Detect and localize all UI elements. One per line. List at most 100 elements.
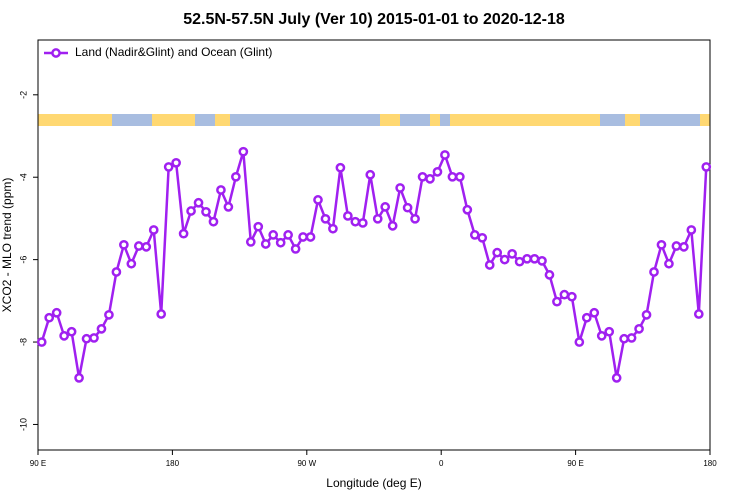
data-point: [89, 333, 99, 343]
data-point: [275, 237, 286, 248]
y-tick-label: -4: [18, 173, 28, 181]
data-point: [552, 296, 562, 307]
data-point: [59, 331, 69, 341]
data-point: [245, 237, 256, 247]
data-point: [440, 150, 450, 160]
data-point: [611, 373, 622, 383]
legend-label: Land (Nadir&Glint) and Ocean (Glint): [75, 45, 272, 59]
data-point: [701, 162, 712, 172]
x-tick-label: 0: [439, 459, 444, 468]
data-point: [395, 183, 405, 193]
y-tick-label: -2: [18, 91, 28, 99]
data-point: [350, 216, 361, 227]
data-point: [365, 169, 376, 180]
data-point: [223, 202, 234, 212]
data-point: [432, 167, 443, 177]
data-point: [477, 232, 488, 243]
data-point: [290, 244, 301, 254]
data-point: [626, 333, 637, 343]
x-tick-label: 90 E: [30, 459, 46, 468]
data-point: [455, 171, 465, 182]
data-point: [81, 333, 92, 344]
data-point: [410, 213, 420, 224]
data-point: [387, 220, 398, 231]
data-point: [178, 228, 189, 239]
data-point: [514, 256, 525, 267]
x-tick-label: 90 W: [297, 459, 316, 468]
x-tick-label: 90 E: [567, 459, 583, 468]
data-point: [141, 242, 152, 252]
data-point: [171, 157, 181, 168]
data-point: [283, 230, 293, 240]
y-tick-label: -8: [18, 338, 28, 346]
data-point: [581, 312, 592, 323]
data-point: [559, 289, 570, 300]
data-point: [216, 185, 226, 195]
series-line: [40, 151, 708, 379]
data-point: [544, 270, 555, 280]
data-point: [656, 239, 667, 250]
data-point: [380, 202, 391, 212]
data-point: [119, 239, 129, 250]
x-tick-label: 180: [703, 459, 717, 468]
x-axis-label: Longitude (deg E): [326, 476, 421, 490]
data-point: [298, 232, 308, 242]
data-point: [357, 218, 368, 228]
y-tick-label: -10: [18, 418, 28, 431]
data-point: [231, 171, 241, 182]
data-point: [589, 307, 600, 318]
data-point: [619, 333, 629, 344]
data-point: [469, 230, 480, 240]
data-point: [260, 239, 271, 249]
land-ocean-strip: [38, 114, 710, 126]
data-point: [507, 249, 517, 259]
data-point: [343, 211, 353, 221]
data-point: [111, 267, 122, 277]
data-point: [253, 221, 264, 232]
data-point: [402, 202, 413, 213]
data-point: [36, 337, 47, 347]
data-point: [686, 225, 697, 235]
data-point: [335, 162, 346, 173]
x-tick-label: 180: [166, 459, 180, 468]
data-point: [679, 242, 689, 252]
data-point: [51, 307, 62, 318]
data-point: [425, 174, 435, 184]
data-point: [499, 254, 510, 265]
y-axis-label: XCO2 - MLO trend (ppm): [0, 178, 14, 313]
data-point: [522, 253, 532, 264]
data-point: [492, 247, 503, 258]
data-point: [328, 223, 338, 234]
data-point: [641, 309, 652, 320]
data-point: [268, 230, 279, 240]
data-point: [208, 216, 219, 227]
data-point: [74, 373, 84, 383]
data-point: [320, 213, 331, 224]
data-point: [671, 241, 682, 251]
data-point: [462, 204, 473, 215]
data-point: [649, 267, 659, 277]
data-point: [193, 197, 204, 208]
data-point: [66, 326, 77, 337]
data-point: [104, 309, 114, 320]
data-point: [484, 260, 495, 270]
y-tick-label: -6: [18, 256, 28, 264]
data-point: [634, 324, 644, 334]
data-point: [693, 309, 704, 319]
data-point: [664, 258, 674, 269]
data-point: [313, 195, 323, 205]
data-point: [238, 146, 249, 157]
data-point: [186, 206, 196, 216]
data-point: [567, 291, 577, 302]
data-point: [163, 162, 174, 172]
data-point: [574, 337, 585, 347]
data-point: [447, 171, 458, 182]
data-point: [126, 258, 137, 269]
data-point: [596, 331, 607, 341]
data-point: [44, 312, 55, 323]
data-point: [96, 324, 107, 334]
data-point: [305, 232, 316, 242]
data-point: [529, 253, 540, 264]
chart-title: 52.5N-57.5N July (Ver 10) 2015-01-01 to …: [183, 11, 565, 28]
